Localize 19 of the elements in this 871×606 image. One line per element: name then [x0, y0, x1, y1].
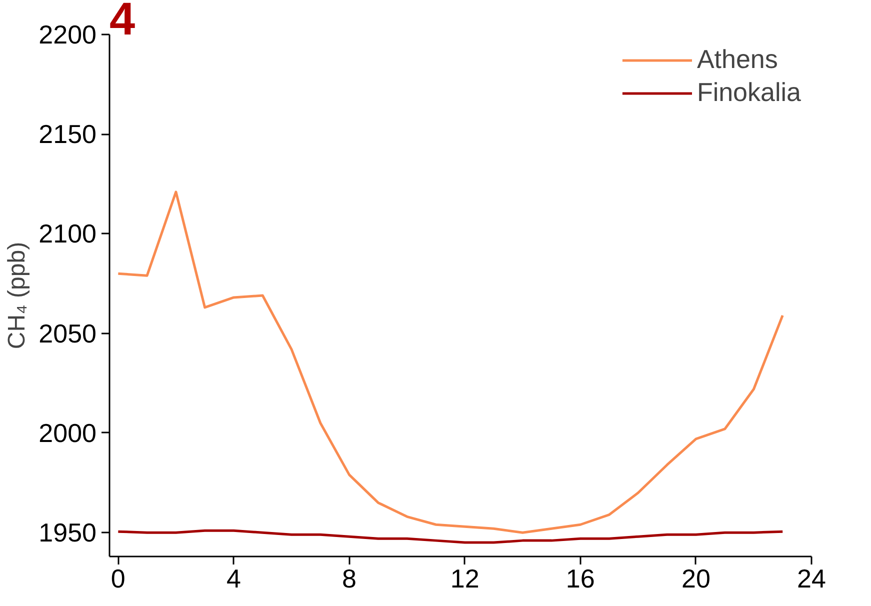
legend-label: Athens: [696, 44, 778, 75]
x-tick-label: 12: [450, 564, 480, 594]
legend-label: Finokalia: [696, 77, 801, 108]
x-tick-label: 16: [566, 564, 595, 594]
y-tick-label: 2200: [38, 20, 97, 50]
y-tick-label: 2050: [38, 318, 97, 348]
line-series: [116, 190, 784, 534]
x-tick-label: 4: [226, 564, 241, 594]
line-series: [116, 529, 784, 544]
y-tick-label: 1950: [38, 518, 97, 548]
y-tick-label: 2100: [38, 218, 97, 249]
x-tick-label: 8: [342, 564, 357, 594]
x-tick-label: 20: [681, 564, 710, 594]
annotation: 4: [110, 0, 136, 44]
y-tick-label: 2150: [38, 119, 97, 150]
y-axis-title: CH₄ (ppb): [4, 242, 31, 350]
y-tick-label: 2000: [38, 418, 97, 448]
x-tick-label: 24: [797, 564, 826, 594]
x-tick-label: 0: [110, 564, 126, 594]
